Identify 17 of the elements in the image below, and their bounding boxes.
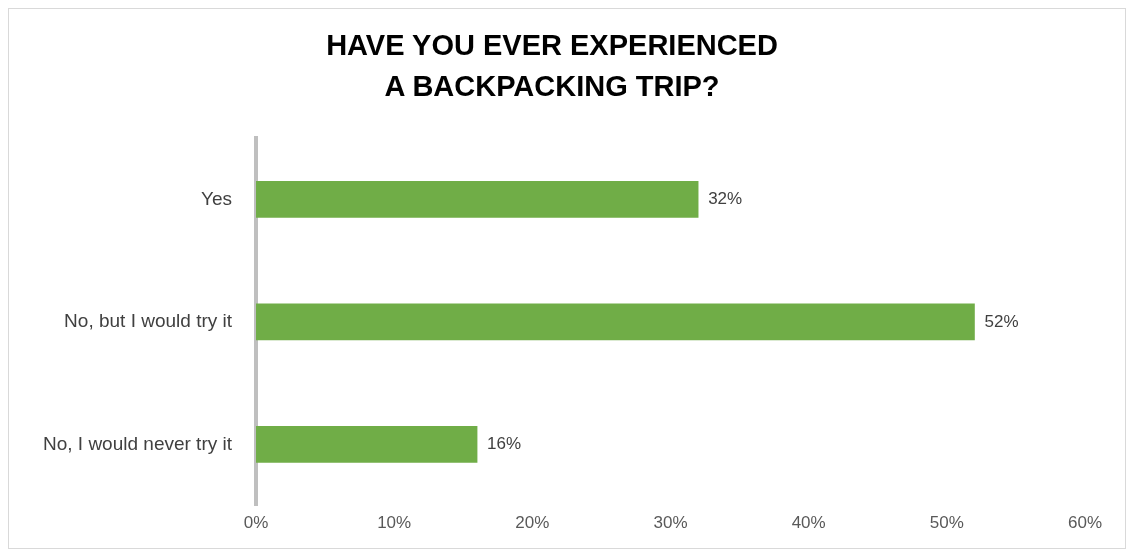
y-tick-label: No, I would never try it [42, 432, 233, 454]
x-tick-label: 50% [929, 513, 964, 533]
data-label: 52% [984, 311, 1019, 331]
data-label: 32% [708, 189, 743, 209]
y-tick-label: No, but I would try it [64, 310, 233, 332]
y-tick-label: Yes [201, 187, 233, 209]
bar [256, 426, 478, 463]
data-label: 16% [487, 434, 522, 454]
x-tick-label: 0% [243, 513, 269, 533]
x-tick-label: 20% [515, 513, 550, 533]
chart-title: HAVE YOU EVER EXPERIENCED A BACKPACKING TRIP? [326, 29, 778, 102]
bar [256, 181, 699, 218]
bar [256, 303, 975, 341]
x-tick-label: 40% [791, 513, 826, 533]
x-tick-label: 60% [1067, 513, 1103, 533]
x-tick-label: 30% [653, 513, 688, 533]
x-tick-label: 10% [377, 513, 412, 533]
